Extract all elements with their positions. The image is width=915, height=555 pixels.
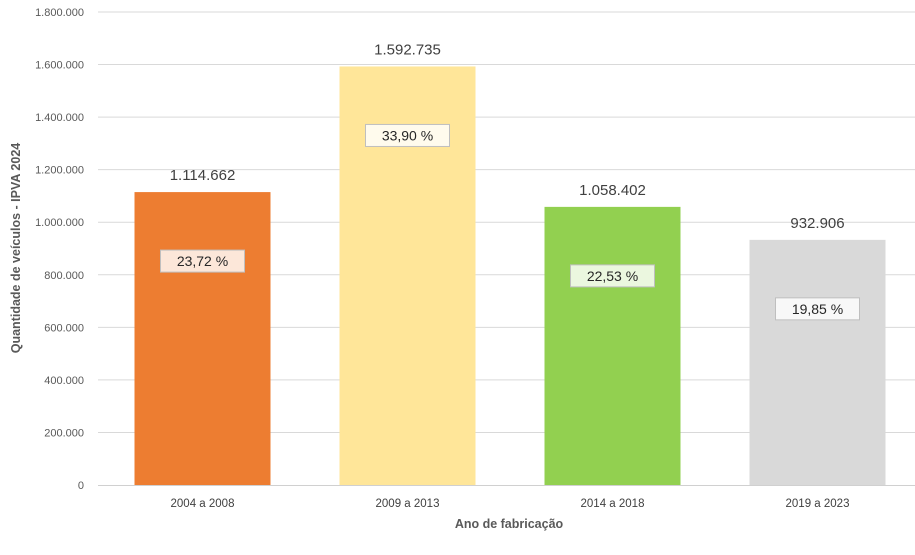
x-axis-title: Ano de fabricação: [455, 517, 564, 531]
data-labels: 1.114.662 23,72 % 1.592.735 33,90 % 1.058.40…: [160, 41, 860, 321]
x-tick-label: 2014 a 2018: [581, 498, 645, 510]
y-tick-label: 1.000.000: [35, 217, 84, 229]
x-tick-label: 2004 a 2008: [171, 498, 235, 510]
y-tick-label: 200.000: [44, 427, 84, 439]
percent-label: 33,90 %: [382, 127, 433, 143]
y-tick-label: 1.400.000: [35, 112, 84, 124]
bars: [134, 66, 886, 486]
x-tick-label: 2009 a 2013: [376, 498, 440, 510]
percent-label: 22,53 %: [587, 268, 638, 284]
percent-label-box: [570, 264, 655, 288]
y-tick-label: 400.000: [44, 375, 84, 387]
y-tick-label: 800.000: [44, 270, 84, 282]
value-label: 1.058.402: [579, 182, 646, 199]
bar-1: [134, 192, 271, 485]
x-tick-label: 2019 a 2023: [786, 498, 850, 510]
value-label: 1.592.735: [374, 41, 441, 58]
y-tick-label: 600.000: [44, 322, 84, 334]
y-tick-label: 0: [78, 480, 84, 492]
percent-label-box: [365, 123, 450, 147]
percent-label-box: [160, 249, 245, 273]
y-axis-ticks: 0 200.000 400.000 600.000 800.000 1.000.000 1.…: [35, 7, 84, 492]
value-label: 932.906: [790, 215, 844, 232]
percent-label: 23,72 %: [177, 253, 228, 269]
x-axis-ticks: 2004 a 2008 2009 a 2013 2014 a 2018 2019 a …: [171, 498, 850, 510]
bar-4: [749, 239, 886, 485]
bar-3: [544, 206, 681, 485]
percent-label: 19,85 %: [792, 301, 843, 317]
y-tick-label: 1.800.000: [35, 7, 84, 19]
y-tick-label: 1.200.000: [35, 165, 84, 177]
y-tick-label: 1.600.000: [35, 60, 84, 72]
value-label: 1.114.662: [170, 167, 236, 184]
y-axis-title: Quantidade de veículos - IPVA 2024: [9, 143, 23, 354]
percent-label-box: [775, 297, 860, 321]
